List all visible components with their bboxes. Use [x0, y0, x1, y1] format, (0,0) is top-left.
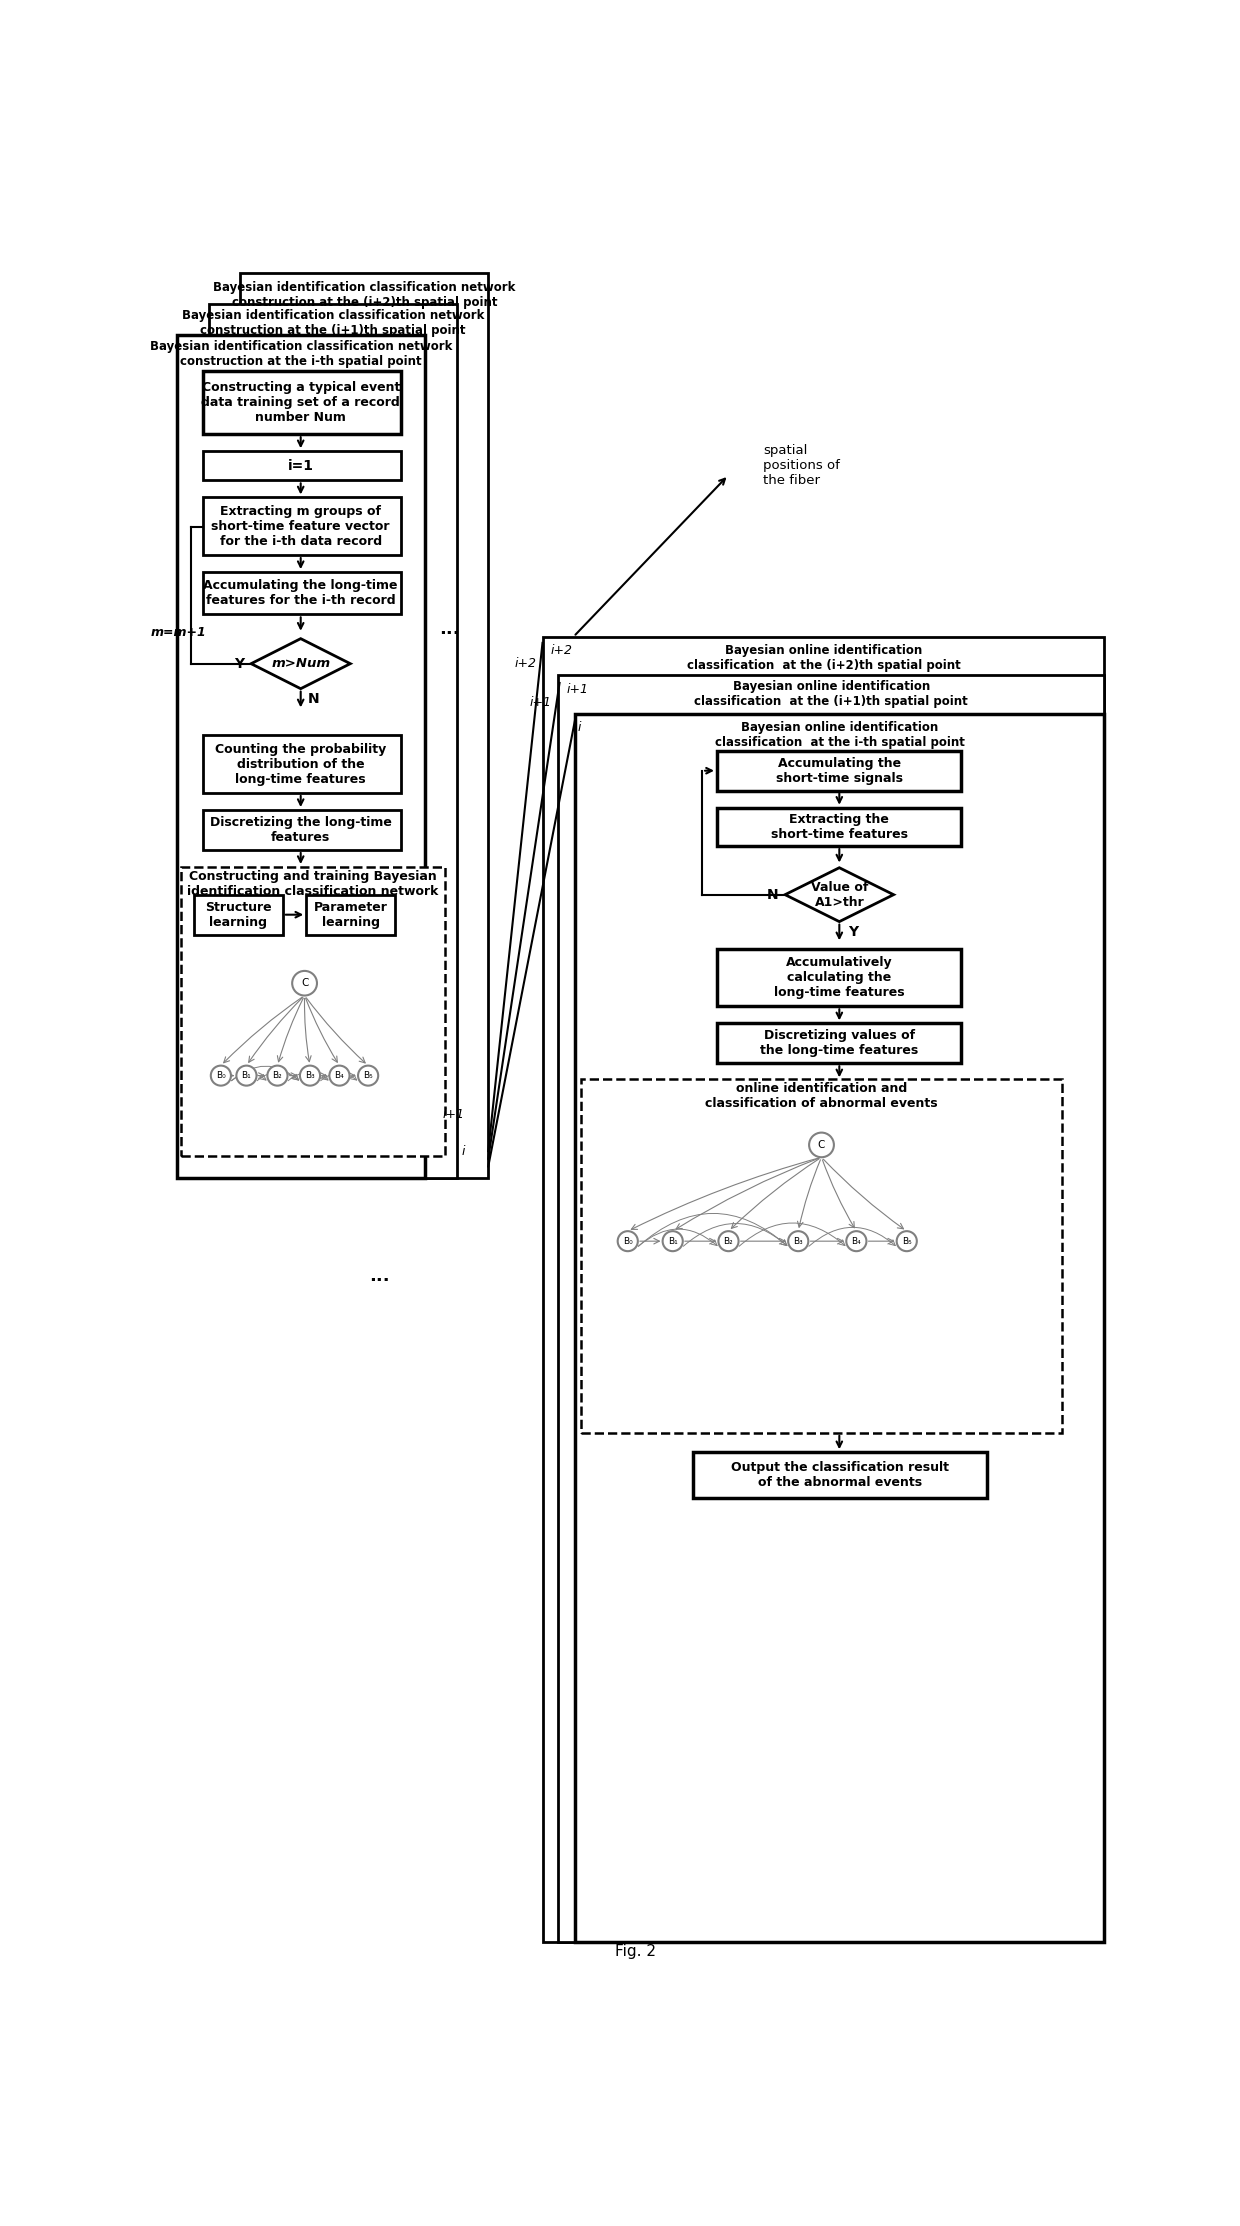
Bar — [241, 274, 489, 1178]
Text: B₀: B₀ — [216, 1071, 226, 1080]
Circle shape — [846, 1231, 867, 1251]
Bar — [693, 1451, 987, 1498]
Text: B₁: B₁ — [242, 1071, 252, 1080]
Bar — [575, 715, 1105, 1941]
Text: ...: ... — [439, 621, 460, 639]
Text: Bayesian online identification
classification  at the (i+2)th spatial point: Bayesian online identification classific… — [687, 643, 960, 672]
Text: Constructing a typical event
data training set of a record
number Num: Constructing a typical event data traini… — [201, 381, 401, 425]
Text: N: N — [308, 692, 319, 706]
Text: Fig. 2: Fig. 2 — [615, 1943, 656, 1959]
Text: i+1: i+1 — [443, 1109, 465, 1120]
Text: Bayesian online identification
classification  at the (i+1)th spatial point: Bayesian online identification classific… — [694, 679, 968, 708]
Bar — [181, 866, 445, 1155]
Bar — [203, 810, 401, 850]
Circle shape — [789, 1231, 808, 1251]
Text: B₃: B₃ — [305, 1071, 315, 1080]
Bar — [717, 808, 961, 846]
Text: Accumulating the
short-time signals: Accumulating the short-time signals — [776, 757, 903, 786]
Bar — [203, 735, 401, 792]
Text: Value of
A1>thr: Value of A1>thr — [811, 881, 868, 908]
Circle shape — [300, 1066, 320, 1086]
Text: Extracting the
short-time features: Extracting the short-time features — [771, 812, 908, 841]
Text: Accumulating the long-time
features for the i-th record: Accumulating the long-time features for … — [203, 579, 398, 608]
Text: Y: Y — [233, 657, 244, 670]
Text: B₂: B₂ — [273, 1071, 283, 1080]
Circle shape — [237, 1066, 257, 1086]
Bar — [193, 895, 283, 935]
Circle shape — [897, 1231, 916, 1251]
Text: Bayesian identification classification network
construction at the i-th spatial : Bayesian identification classification n… — [150, 341, 451, 367]
Circle shape — [211, 1066, 231, 1086]
Text: Discretizing the long-time
features: Discretizing the long-time features — [210, 817, 392, 844]
Bar — [210, 305, 458, 1178]
Circle shape — [662, 1231, 683, 1251]
Text: Extracting m groups of
short-time feature vector
for the i-th data record: Extracting m groups of short-time featur… — [212, 505, 389, 548]
Bar — [203, 452, 401, 481]
Text: ...: ... — [370, 1267, 391, 1284]
Bar — [203, 372, 401, 434]
Text: B₃: B₃ — [794, 1238, 804, 1247]
Text: i+1: i+1 — [529, 697, 552, 708]
Text: Bayesian identification classification network
construction at the (i+2)th spati: Bayesian identification classification n… — [213, 280, 516, 309]
Bar — [717, 948, 961, 1006]
Text: B₁: B₁ — [668, 1238, 677, 1247]
Bar — [717, 750, 961, 790]
Text: Bayesian online identification
classification  at the i-th spatial point: Bayesian online identification classific… — [714, 721, 965, 750]
Text: Bayesian identification classification network
construction at the (i+1)th spati: Bayesian identification classification n… — [182, 309, 485, 338]
Bar — [176, 334, 424, 1178]
Text: B₅: B₅ — [901, 1238, 911, 1247]
Text: B₅: B₅ — [363, 1071, 373, 1080]
Bar — [543, 637, 1105, 1941]
Text: online identification and
classification of abnormal events: online identification and classification… — [706, 1082, 937, 1109]
Bar — [558, 674, 1105, 1941]
Text: Output the classification result
of the abnormal events: Output the classification result of the … — [732, 1460, 949, 1489]
Circle shape — [718, 1231, 739, 1251]
Bar — [203, 572, 401, 614]
Text: i+1: i+1 — [567, 683, 588, 695]
Bar — [306, 895, 396, 935]
Text: spatial
positions of
the fiber: spatial positions of the fiber — [764, 445, 841, 487]
Text: C: C — [301, 977, 309, 988]
Text: Accumulatively
calculating the
long-time features: Accumulatively calculating the long-time… — [774, 955, 905, 999]
Bar — [717, 1024, 961, 1064]
Text: Counting the probability
distribution of the
long-time features: Counting the probability distribution of… — [215, 743, 387, 786]
Bar — [582, 1080, 1061, 1434]
Text: m>Num: m>Num — [272, 657, 330, 670]
Text: i: i — [578, 721, 582, 735]
Text: Y: Y — [848, 926, 858, 939]
Bar — [203, 496, 401, 554]
Circle shape — [808, 1133, 833, 1158]
Text: Discretizing values of
the long-time features: Discretizing values of the long-time fea… — [760, 1028, 919, 1057]
Text: m=m+1: m=m+1 — [150, 626, 206, 639]
Text: C: C — [818, 1140, 825, 1151]
Text: B₀: B₀ — [622, 1238, 632, 1247]
Circle shape — [618, 1231, 637, 1251]
Text: Parameter
learning: Parameter learning — [314, 902, 388, 928]
Polygon shape — [250, 639, 351, 688]
Circle shape — [293, 971, 317, 995]
Text: i+2: i+2 — [515, 657, 537, 670]
Text: Constructing and training Bayesian
identification classification network: Constructing and training Bayesian ident… — [187, 870, 439, 897]
Circle shape — [268, 1066, 288, 1086]
Text: i: i — [461, 1144, 465, 1158]
Text: B₄: B₄ — [335, 1071, 345, 1080]
Text: B₄: B₄ — [852, 1238, 862, 1247]
Text: B₂: B₂ — [724, 1238, 733, 1247]
Circle shape — [358, 1066, 378, 1086]
Circle shape — [330, 1066, 350, 1086]
Text: N: N — [766, 888, 779, 902]
Text: i=1: i=1 — [288, 459, 314, 472]
Text: Structure
learning: Structure learning — [205, 902, 272, 928]
Polygon shape — [785, 868, 894, 922]
Text: i+2: i+2 — [551, 643, 573, 657]
